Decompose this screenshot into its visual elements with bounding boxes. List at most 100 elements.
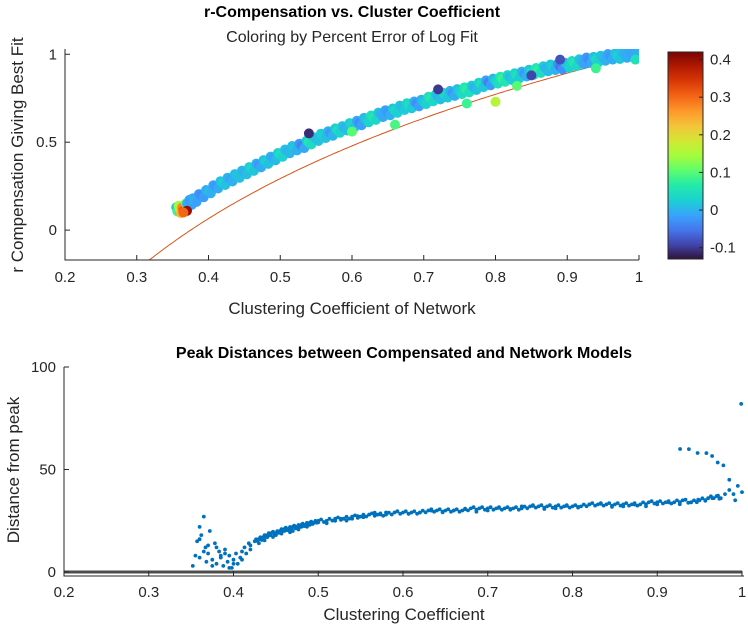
bottom-point (197, 525, 202, 529)
top-x-tick-label: 0.4 (198, 269, 219, 286)
bottom-point (446, 507, 451, 512)
top-x-tick-label: 0.6 (342, 269, 363, 286)
bottom-point (735, 484, 740, 488)
bottom-point (683, 497, 688, 502)
bottom-x-tick-label: 0.9 (647, 584, 668, 601)
bottom-point (587, 502, 592, 507)
bottom-point (689, 500, 693, 505)
bottom-point (564, 504, 569, 508)
bottom-point (457, 509, 462, 514)
top-point (490, 96, 501, 107)
bottom-point (508, 507, 513, 511)
bottom-point (288, 530, 292, 535)
bottom-point (197, 555, 202, 560)
top-x-ticks: 0.2 0.3 0.4 0.5 0.6 0.7 0.8 0.9 1 (55, 255, 643, 286)
bottom-point (539, 503, 544, 508)
bottom-scatter-points (190, 402, 744, 570)
bottom-point (285, 527, 290, 532)
bottom-point (195, 539, 200, 544)
bottom-point (658, 499, 662, 503)
bottom-x-ticks: 0.2 0.3 0.4 0.5 0.6 0.7 0.8 0.9 1 (54, 571, 746, 601)
bottom-point (687, 447, 691, 451)
bottom-point (615, 501, 620, 505)
bottom-point (384, 510, 388, 515)
top-point (590, 63, 601, 74)
bottom-point (350, 516, 354, 521)
top-point (433, 84, 444, 95)
bottom-point (721, 463, 726, 468)
bottom-point (264, 535, 268, 539)
top-y-ticks: 00.51 (36, 46, 70, 239)
colorbar-tick-label: -0.1 (710, 240, 736, 257)
bottom-point (584, 504, 589, 509)
bottom-axes-frame (63, 367, 744, 577)
bottom-point (218, 553, 223, 558)
bottom-point (704, 451, 709, 455)
bottom-point (700, 496, 705, 501)
top-point (526, 70, 537, 81)
top-point (555, 54, 566, 65)
bottom-point (449, 509, 453, 514)
bottom-point (661, 501, 665, 506)
bottom-y-ticks: 0 50 100 (31, 359, 69, 581)
bottom-point (522, 504, 527, 509)
bottom-y-tick-label: 0 (48, 564, 56, 581)
bottom-point (695, 451, 700, 455)
bottom-point (234, 551, 238, 556)
bottom-point (214, 545, 219, 550)
top-y-tick-label: 0 (49, 222, 57, 239)
bottom-point (740, 490, 744, 494)
bottom-point (190, 564, 195, 568)
bottom-point (420, 508, 425, 513)
bottom-point (227, 566, 232, 570)
top-chart: r-Compensation vs. Cluster Coefficient C… (8, 4, 736, 318)
colorbar-ticks: -0.1 0 0.1 0.2 0.3 0.4 (699, 52, 736, 257)
bottom-point (372, 510, 377, 515)
bottom-point (310, 522, 315, 526)
bottom-x-tick-label: 0.8 (562, 584, 583, 601)
bottom-point (193, 553, 198, 558)
bottom-point (327, 516, 332, 521)
bottom-point (217, 549, 222, 554)
bottom-point (199, 533, 204, 537)
bottom-point (244, 551, 249, 556)
bottom-point (210, 564, 215, 568)
bottom-point (716, 493, 720, 498)
bottom-point (553, 506, 558, 511)
bottom-point (531, 504, 535, 508)
bottom-point (242, 545, 247, 550)
bottom-point (206, 551, 211, 556)
bottom-point (675, 498, 679, 503)
bottom-x-tick-label: 0.3 (138, 584, 159, 601)
bottom-point (344, 514, 349, 519)
bottom-plot-area: 0.2 0.3 0.4 0.5 0.6 0.7 0.8 0.9 1 0 50 100 (31, 359, 746, 601)
bottom-point (733, 498, 738, 503)
bottom-point (505, 505, 510, 510)
bottom-point (336, 515, 340, 520)
bottom-point (223, 547, 227, 552)
bottom-point (372, 513, 377, 518)
bottom-point (210, 557, 215, 562)
bottom-point (440, 510, 445, 515)
bottom-y-axis-label: Distance from peak (4, 396, 23, 543)
bottom-point (466, 508, 470, 513)
bottom-point (624, 501, 629, 505)
colorbar-tick-label: 0.1 (710, 164, 731, 181)
top-scatter-points (171, 49, 639, 219)
top-y-tick-label: 1 (49, 46, 57, 63)
top-y-axis-label: r Compensation Giving Best Fit (8, 37, 27, 273)
bottom-point (240, 557, 244, 562)
top-point (512, 80, 522, 91)
bottom-point (739, 402, 744, 406)
bottom-point (533, 505, 538, 510)
bottom-point (395, 509, 400, 514)
bottom-x-tick-label: 0.7 (477, 584, 498, 601)
bottom-point (412, 509, 417, 514)
bottom-point (516, 507, 521, 512)
colorbar-tick-label: 0.2 (710, 127, 731, 144)
bottom-point (361, 515, 366, 520)
top-point (630, 54, 639, 65)
bottom-point (347, 516, 352, 521)
bottom-point (710, 454, 714, 458)
